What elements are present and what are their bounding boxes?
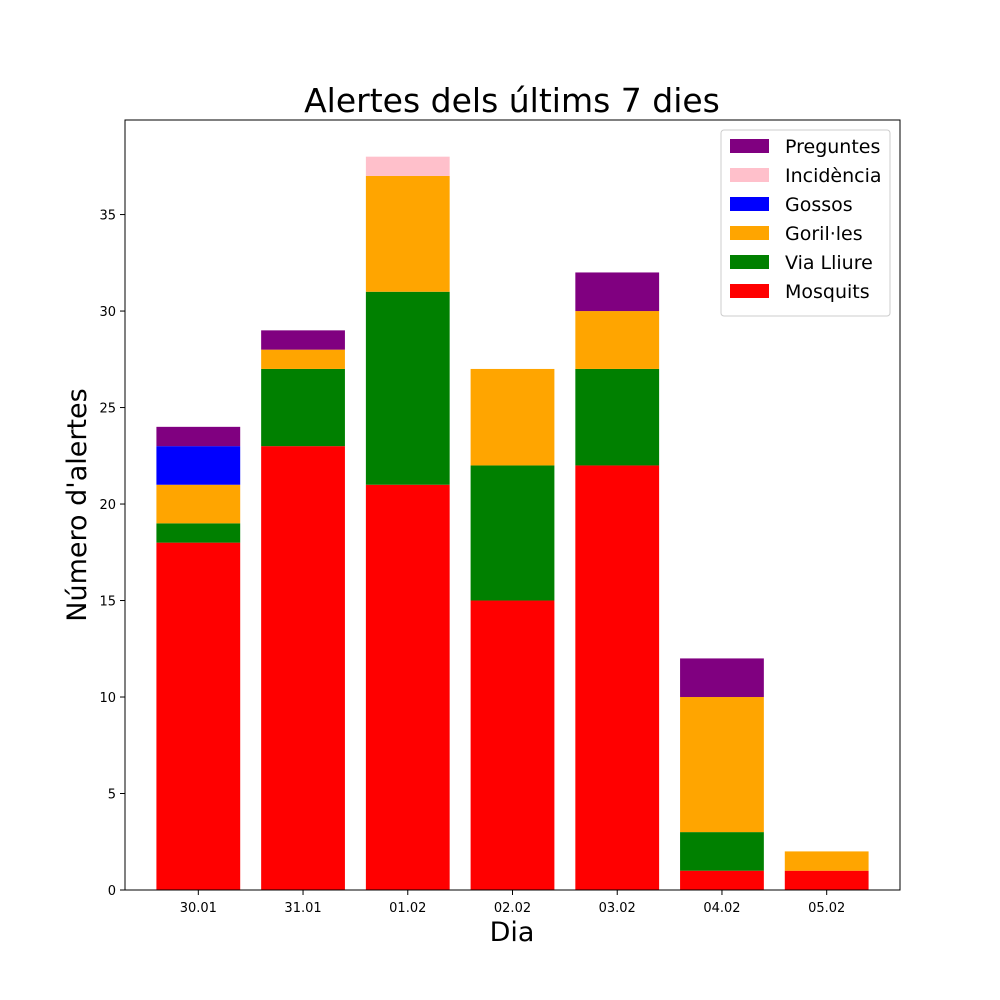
bar-segment (575, 311, 660, 369)
x-axis-label: Dia (490, 917, 535, 948)
bar-segment (680, 832, 764, 871)
bar-segment (261, 349, 345, 369)
bar-segment (365, 484, 450, 890)
bar-segment (261, 368, 345, 447)
y-tick-label: 10 (99, 691, 116, 706)
legend-swatch (730, 226, 769, 240)
legend-swatch (730, 197, 769, 211)
bar-segment (575, 368, 660, 466)
x-tick-label: 04.02 (703, 901, 740, 916)
bar-segment (156, 542, 241, 890)
x-tick-label: 31.01 (284, 901, 321, 916)
bars-group (156, 156, 869, 890)
legend-swatch (730, 255, 769, 269)
x-tick-label: 05.02 (808, 901, 845, 916)
y-tick-label: 5 (108, 788, 116, 803)
legend-label: Incidència (785, 165, 882, 187)
legend-label: Via Lliure (785, 252, 873, 274)
y-axis: 0 5 10 15 20 25 30 35 (99, 209, 125, 899)
legend: Preguntes Incidència Gossos Goril·les Via Ll… (720, 129, 891, 317)
x-tick-label: 30.01 (180, 901, 217, 916)
y-tick-label: 25 (99, 402, 116, 417)
x-tick-label: 01.02 (389, 901, 426, 916)
legend-label: Mosquits (785, 281, 870, 303)
bar-segment (680, 658, 764, 698)
bar-segment (156, 446, 241, 485)
y-tick-label: 35 (99, 209, 116, 224)
y-tick-label: 0 (108, 884, 116, 899)
chart-title: Alertes dels últims 7 dies (304, 81, 720, 120)
bar-segment (784, 851, 869, 871)
bar-segment (784, 870, 869, 890)
y-tick-label: 15 (99, 595, 116, 610)
bar-segment (261, 446, 345, 890)
bar-segment (365, 156, 450, 176)
bar-segment (470, 600, 555, 890)
y-tick-label: 20 (99, 498, 116, 513)
legend-label: Gossos (785, 194, 853, 216)
bar-segment (156, 523, 241, 543)
bar-segment (470, 465, 555, 601)
bar-segment (261, 330, 345, 350)
x-axis: 30.01 31.01 01.02 02.02 03.02 04.02 05.02 (180, 890, 845, 916)
legend-label: Preguntes (785, 136, 880, 158)
x-tick-label: 02.02 (494, 901, 531, 916)
y-axis-label: Número d'alertes (62, 388, 93, 621)
x-tick-label: 03.02 (599, 901, 636, 916)
y-tick-label: 30 (99, 305, 116, 320)
bar-segment (575, 465, 660, 890)
bar-segment (365, 175, 450, 292)
bar-segment (365, 291, 450, 485)
legend-swatch (730, 168, 769, 182)
bar-segment (575, 272, 660, 312)
legend-swatch (730, 284, 769, 298)
bar-segment (470, 368, 555, 466)
legend-label: Goril·les (785, 223, 863, 245)
legend-swatch (730, 139, 769, 153)
bar-segment (156, 426, 241, 447)
bar-segment (156, 484, 241, 524)
bar-segment (680, 697, 764, 833)
bar-segment (680, 870, 764, 890)
